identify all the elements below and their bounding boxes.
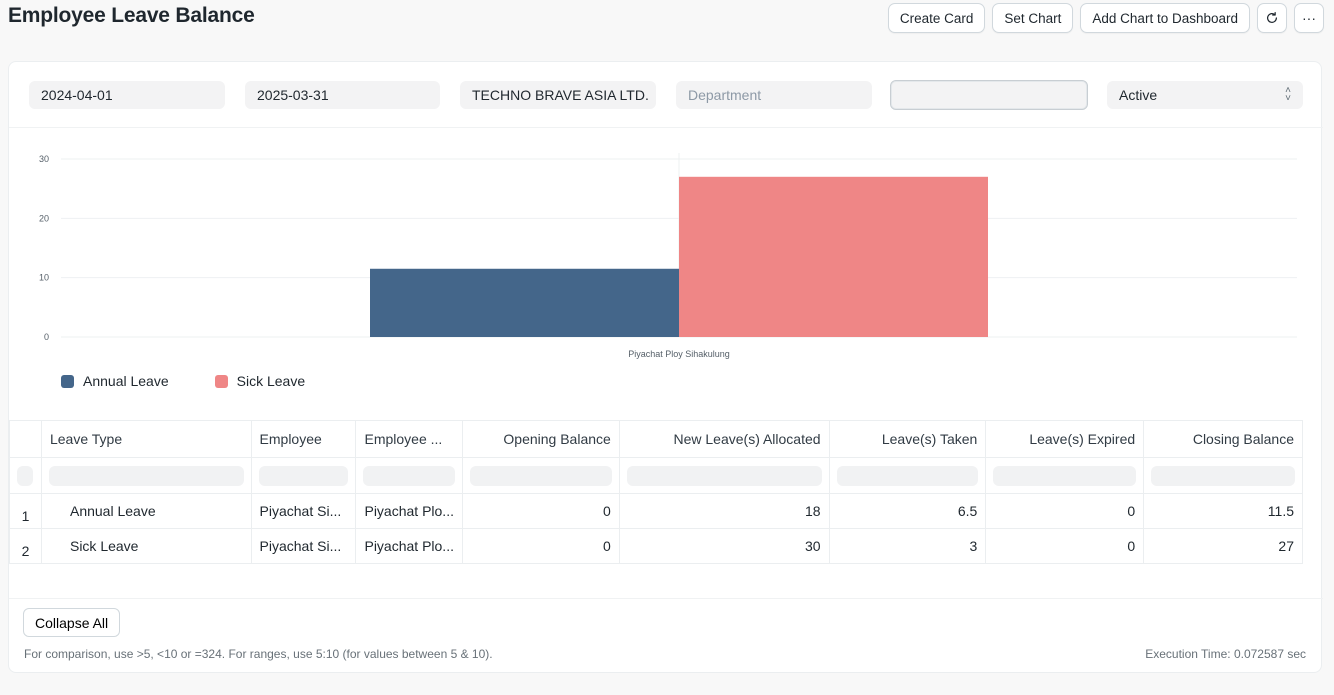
- leave-type-column-filter[interactable]: [48, 465, 244, 486]
- refresh-button[interactable]: [1257, 3, 1287, 33]
- column-filter-row: [9, 457, 1303, 494]
- cell-leaves-taken[interactable]: 6.5: [828, 493, 987, 529]
- status-value: Active: [1119, 87, 1158, 103]
- employee-column-filter[interactable]: [258, 465, 349, 486]
- cell-leave-type[interactable]: Sick Leave: [40, 528, 252, 564]
- legend-item-sick-leave[interactable]: Sick Leave: [214, 373, 306, 389]
- cell-employee-name[interactable]: Piyachat Plo...: [355, 528, 463, 564]
- company-filter[interactable]: TECHNO BRAVE ASIA LTD.: [460, 81, 656, 109]
- column-header-employee[interactable]: Employee: [250, 420, 357, 458]
- bar-annual-leave: [370, 268, 679, 337]
- cell-leaves-expired[interactable]: 0: [985, 493, 1145, 529]
- cell-leave-type[interactable]: Annual Leave: [40, 493, 252, 529]
- expired-column-filter[interactable]: [993, 465, 1137, 486]
- employee-name-column-filter[interactable]: [363, 465, 455, 486]
- collapse-all-button[interactable]: Collapse All: [23, 608, 121, 637]
- chart-legend: Annual Leave Sick Leave: [61, 373, 305, 389]
- bar-chart: 0 10 20 30 Piyachat Ploy Sihakulung: [39, 153, 1297, 359]
- closing-balance-column-filter[interactable]: [1151, 465, 1295, 486]
- refresh-icon: [1267, 11, 1277, 23]
- legend-swatch: [61, 374, 74, 388]
- table-row[interactable]: 1 Annual Leave Piyachat Si... Piyachat P…: [9, 493, 1303, 529]
- footer-divider: [9, 598, 1323, 599]
- cell-new-leaves-allocated[interactable]: 30: [618, 528, 830, 564]
- row-select-filter[interactable]: [17, 465, 33, 486]
- column-header-closing-balance[interactable]: Closing Balance: [1143, 420, 1303, 458]
- department-filter[interactable]: Department: [676, 81, 872, 109]
- add-chart-to-dashboard-button[interactable]: Add Chart to Dashboard: [1080, 3, 1250, 33]
- column-header-rownum: [9, 420, 42, 458]
- to-date-filter[interactable]: 2025-03-31: [245, 81, 440, 109]
- legend-swatch: [214, 374, 228, 388]
- cell-employee[interactable]: Piyachat Si...: [250, 493, 357, 529]
- legend-item-annual-leave[interactable]: Annual Leave: [61, 373, 169, 389]
- column-header-leave-type[interactable]: Leave Type: [40, 420, 252, 458]
- cell-leaves-taken[interactable]: 3: [828, 528, 987, 564]
- leave-chart: 0 10 20 30 Piyachat Ploy Sihakulung: [9, 132, 1323, 432]
- cell-employee[interactable]: Piyachat Si...: [250, 528, 357, 564]
- column-header-leaves-expired[interactable]: Leave(s) Expired: [985, 420, 1145, 458]
- allocated-column-filter[interactable]: [626, 465, 822, 486]
- header-actions: Create Card Set Chart Add Chart to Dashb…: [887, 3, 1324, 33]
- column-header-employee-name[interactable]: Employee ...: [355, 420, 463, 458]
- opening-balance-column-filter[interactable]: [469, 465, 612, 486]
- set-chart-button[interactable]: Set Chart: [992, 3, 1074, 33]
- more-button[interactable]: ···: [1294, 3, 1324, 33]
- legend-label: Sick Leave: [236, 373, 306, 389]
- more-icon: ···: [1302, 10, 1316, 26]
- column-header-new-leaves-allocated[interactable]: New Leave(s) Allocated: [618, 420, 830, 458]
- column-header-opening-balance[interactable]: Opening Balance: [461, 420, 620, 458]
- y-tick-label: 20: [39, 213, 49, 223]
- filter-hint: For comparison, use >5, <10 or =324. For…: [24, 647, 493, 661]
- execution-time: Execution Time: 0.072587 sec: [1145, 647, 1306, 661]
- table-row[interactable]: 2 Sick Leave Piyachat Si... Piyachat Plo…: [9, 528, 1303, 564]
- page-title: Employee Leave Balance: [8, 4, 255, 27]
- row-number: 2: [9, 528, 42, 564]
- taken-column-filter[interactable]: [836, 465, 979, 486]
- page-header: Employee Leave Balance Create Card Set C…: [0, 0, 1334, 56]
- cell-closing-balance[interactable]: 11.5: [1143, 493, 1303, 529]
- employee-filter[interactable]: [890, 80, 1088, 110]
- create-card-button[interactable]: Create Card: [887, 3, 986, 33]
- cell-leaves-expired[interactable]: 0: [985, 528, 1145, 564]
- table-header-row: Leave Type Employee Employee ... Opening…: [9, 420, 1303, 458]
- y-tick-label: 10: [39, 273, 49, 283]
- column-header-leaves-taken[interactable]: Leave(s) Taken: [828, 420, 987, 458]
- legend-label: Annual Leave: [83, 373, 169, 389]
- report-card: 2024-04-01 2025-03-31 TECHNO BRAVE ASIA …: [8, 61, 1323, 673]
- cell-opening-balance[interactable]: 0: [461, 493, 620, 529]
- cell-employee-name[interactable]: Piyachat Plo...: [355, 493, 463, 529]
- row-number: 1: [9, 493, 42, 529]
- cell-closing-balance[interactable]: 27: [1143, 528, 1303, 564]
- from-date-filter[interactable]: 2024-04-01: [29, 81, 225, 109]
- y-tick-label: 0: [44, 332, 49, 342]
- x-tick-label: Piyachat Ploy Sihakulung: [628, 349, 730, 359]
- cell-new-leaves-allocated[interactable]: 18: [618, 493, 830, 529]
- filter-bar: 2024-04-01 2025-03-31 TECHNO BRAVE ASIA …: [9, 62, 1323, 128]
- bar-sick-leave: [679, 176, 988, 337]
- select-caret-icon: ˄ ˅: [1285, 85, 1291, 104]
- status-select[interactable]: Active ˄ ˅: [1107, 81, 1303, 109]
- y-tick-label: 30: [39, 154, 49, 164]
- cell-opening-balance[interactable]: 0: [461, 528, 620, 564]
- report-table: Leave Type Employee Employee ... Opening…: [9, 420, 1303, 564]
